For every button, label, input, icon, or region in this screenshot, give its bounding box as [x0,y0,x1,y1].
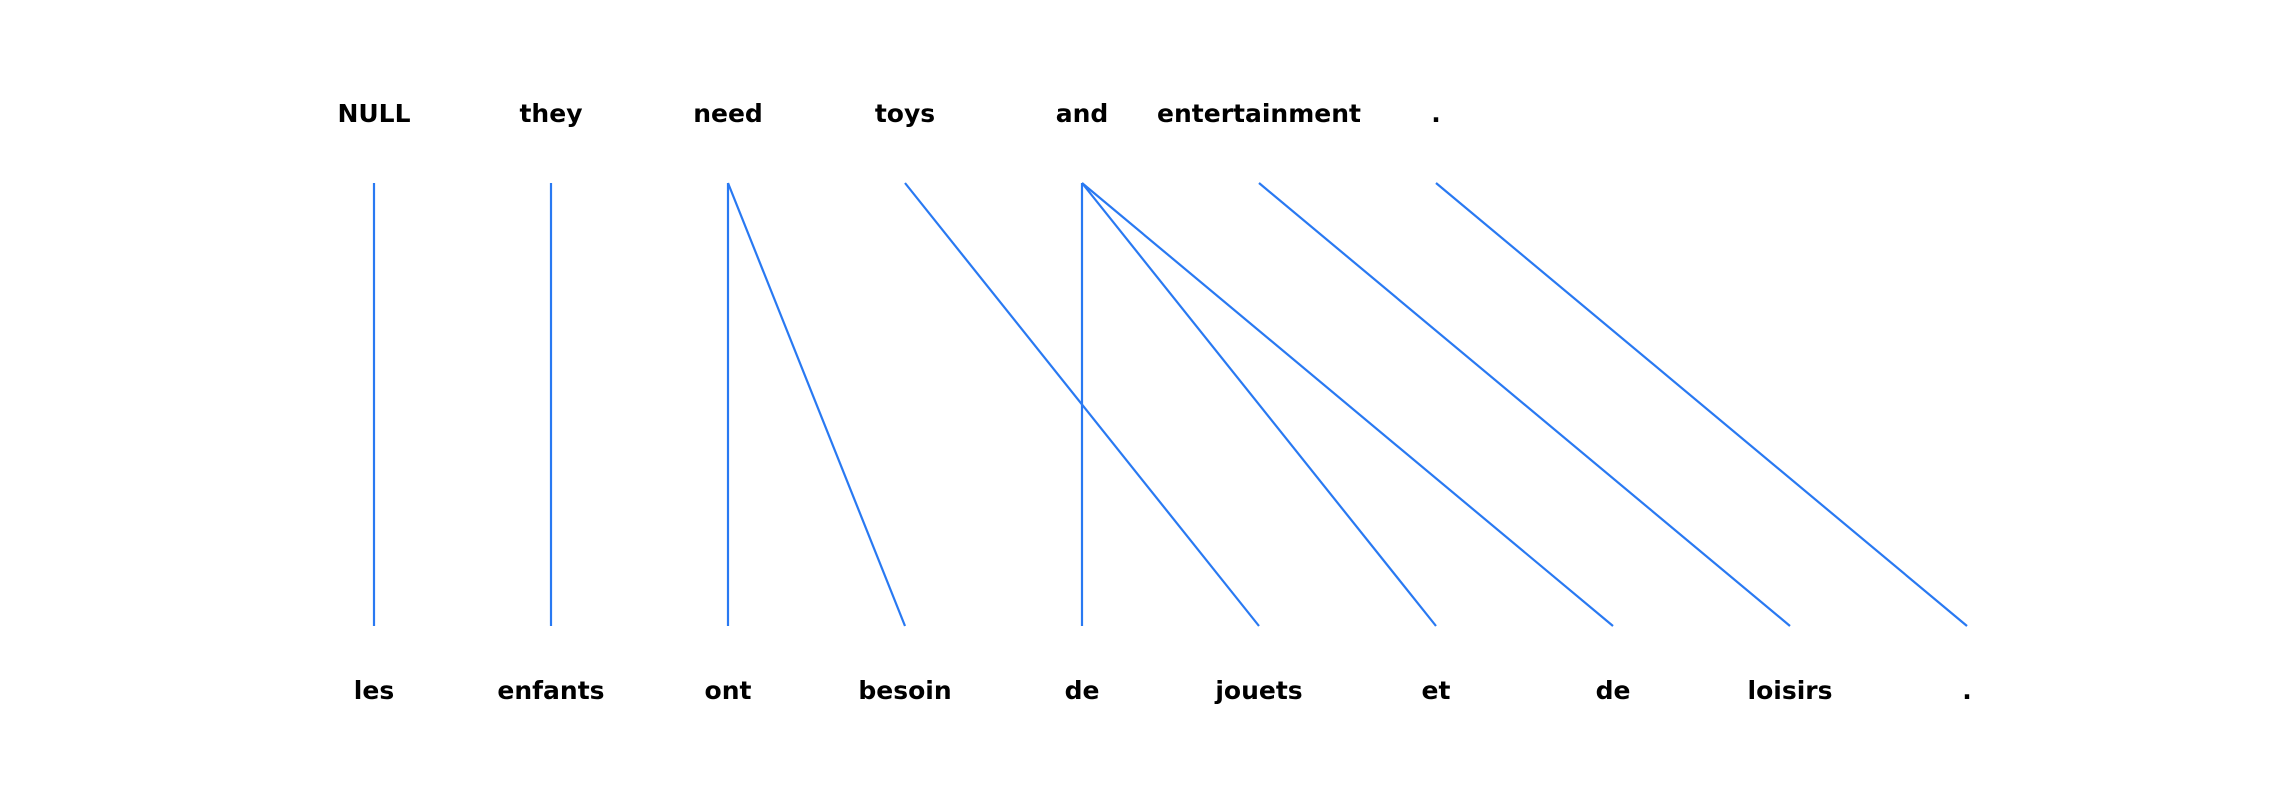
alignment-link [726,182,907,627]
target-word: ont [705,676,752,705]
target-word: besoin [858,676,951,705]
alignment-link [1435,182,1968,627]
source-sentence: NULL they need toys and entertainment. [337,99,1440,128]
source-word: toys [875,99,935,128]
source-word: entertainment [1157,99,1361,128]
source-word: need [693,99,763,128]
target-word: jouets [1214,676,1302,705]
alignment-link [1258,182,1791,627]
alignment-link [1081,182,1437,627]
target-word: les [354,676,394,705]
target-word: . [1962,676,1972,705]
target-word: loisirs [1748,676,1833,705]
source-word: NULL [337,99,410,128]
target-word: enfants [497,676,604,705]
source-word: they [519,99,582,128]
source-word: . [1431,99,1441,128]
target-word: et [1422,676,1451,705]
alignment-links [372,182,1968,627]
target-word: de [1596,676,1631,705]
target-sentence: les enfants ont besoin de jouets et de loisirs. [354,676,1972,705]
target-word: de [1065,676,1100,705]
source-word: and [1056,99,1109,128]
alignment-link [1081,182,1614,627]
